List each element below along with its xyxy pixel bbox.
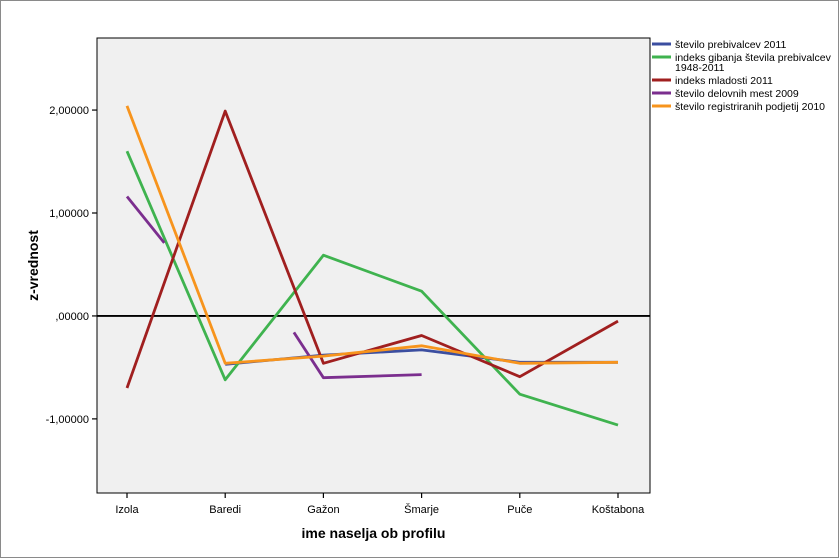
series-line	[125, 105, 619, 365]
legend-label: število delovnih mest 2009	[675, 88, 799, 100]
x-axis-ticks: Izola Baredi Gažon Šmarje Puče Koštabona	[115, 493, 645, 516]
x-axis-title: ime naselja ob profilu	[302, 525, 446, 541]
legend-label: indeks mladosti 2011	[675, 75, 773, 87]
x-tick-label: Šmarje	[404, 503, 439, 516]
y-axis-ticks: 2,00000 1,00000 ,00000 -1,00000	[46, 105, 97, 426]
x-tick-label: Koštabona	[592, 504, 645, 516]
y-axis-title: z-vrednost	[25, 230, 41, 301]
series-line	[292, 331, 422, 380]
series-line	[125, 150, 619, 427]
x-tick-label: Gažon	[307, 504, 339, 516]
legend-label: indeks gibanja števila prebivalcev	[675, 52, 832, 64]
legend-label: število registriranih podjetij 2010	[675, 101, 825, 113]
y-tick-label: 2,00000	[49, 105, 89, 117]
y-tick-label: 1,00000	[49, 208, 89, 220]
plot-area	[96, 37, 651, 494]
y-tick-label: -1,00000	[46, 414, 89, 426]
series-layer	[125, 105, 619, 427]
x-tick-label: Baredi	[209, 504, 241, 516]
x-tick-label: Puče	[507, 504, 532, 516]
y-tick-label: ,00000	[55, 311, 89, 323]
series-line	[125, 195, 166, 244]
legend-label: 1948-2011	[675, 62, 725, 74]
x-tick-label: Izola	[115, 504, 139, 516]
legend-label: število prebivalcev 2011	[675, 39, 786, 51]
series-line	[125, 109, 619, 389]
